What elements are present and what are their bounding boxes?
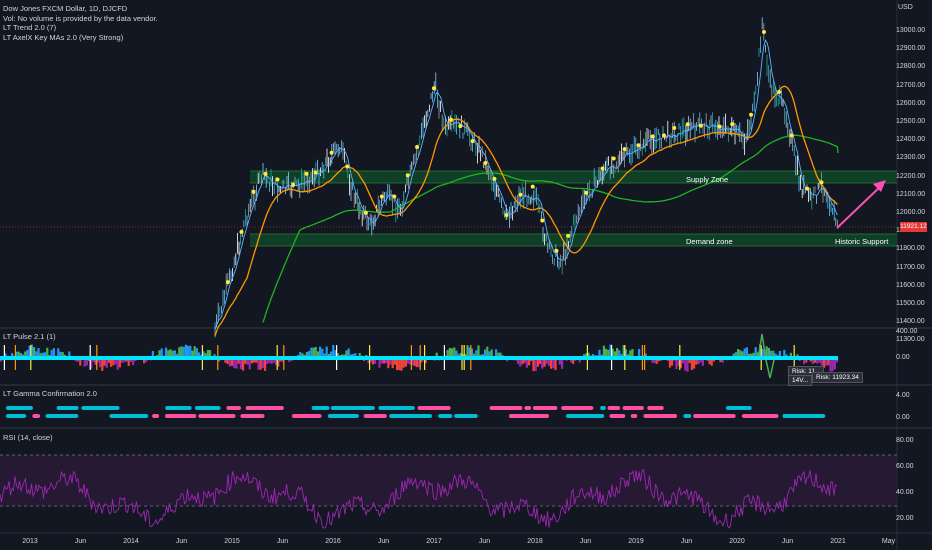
risk-tooltip: Risk: 11923.34 [812, 372, 863, 383]
price-tick-label: 11400.00 [896, 318, 925, 326]
rsi-tick-60: 60.00 [896, 463, 914, 470]
time-tick-label: 2018 [527, 538, 543, 545]
time-tick-label: 2021 [830, 538, 846, 545]
time-tick-label: 2016 [325, 538, 341, 545]
price-tick-label: 11700.00 [896, 263, 925, 271]
time-tick-label: 2017 [426, 538, 442, 545]
time-tick-label: Jun [74, 538, 87, 545]
time-tick-label: Jun [175, 538, 188, 545]
main-legend: Dow Jones FXCM Dollar, 1D, DJCFD Vol: No… [3, 4, 158, 42]
time-tick-label: 2014 [123, 538, 139, 545]
price-tick-label: 12200.00 [896, 172, 926, 180]
price-tick-label: 11500.00 [896, 300, 925, 307]
short-moving-average-line[interactable] [214, 39, 838, 331]
currency-label[interactable]: USD [898, 4, 913, 11]
time-tick-label: Jun [478, 538, 491, 545]
price-tick-label: 12500.00 [896, 118, 926, 125]
supply-zone-label: Supply Zone [686, 175, 729, 184]
time-tick-label: 2013 [22, 538, 38, 545]
gamma-tick-4: 4.00 [896, 392, 910, 399]
fast-moving-average-line[interactable] [214, 85, 838, 337]
price-tick-label: 11600.00 [896, 281, 925, 289]
last-price-tag: 11921.12 [900, 222, 927, 232]
price-tick-label: 11300.00 [896, 336, 925, 344]
indicator-trend-label[interactable]: LT Trend 2.0 (7) [3, 23, 57, 32]
risk-tooltip: 14V... [788, 375, 813, 386]
time-tick-label: May [881, 538, 896, 545]
demand-zone-rect [250, 234, 897, 246]
rsi-tick-40: 40.00 [896, 489, 914, 496]
price-tick-label: 11800.00 [896, 245, 925, 253]
price-tick-label: 12600.00 [896, 99, 926, 107]
time-tick-label: Jun [680, 538, 693, 545]
rsi-tick-80: 80.00 [896, 437, 914, 444]
gamma-title[interactable]: LT Gamma Confirmation 2.0 [3, 389, 97, 398]
time-tick-label: Jun [377, 538, 390, 545]
rsi-line[interactable] [0, 468, 838, 529]
rsi-legend[interactable]: RSI (14, close) [3, 433, 53, 443]
time-tick-label: Jun [781, 538, 794, 545]
symbol-title[interactable]: Dow Jones FXCM Dollar, 1D, DJCFD [3, 4, 128, 13]
rsi-title[interactable]: RSI (14, close) [3, 433, 53, 442]
time-tick-label: Jun [579, 538, 592, 545]
rsi-tick-20: 20.00 [896, 515, 914, 522]
indicator-mas-label[interactable]: LT AxelX Key MAs 2.0 (Very Strong) [3, 32, 124, 42]
pulse-legend[interactable]: LT Pulse 2.1 (1) [3, 332, 56, 342]
price-tick-label: 12800.00 [896, 63, 926, 71]
price-tick-label: 12100.00 [896, 190, 926, 198]
trend-signal-dots [226, 29, 824, 285]
slow-moving-average-line[interactable] [262, 134, 839, 323]
time-tick-label: 2020 [729, 538, 745, 545]
demand-zone-label: Demand zone [686, 237, 733, 246]
pulse-tick-400: 400.00 [896, 328, 918, 335]
price-tick-label: 12000.00 [896, 209, 926, 216]
projection-arrow [836, 180, 886, 229]
historic-support-label: Historic Support [835, 237, 889, 246]
supply-zone-rect [250, 171, 897, 183]
gamma-confirmation-bars[interactable] [6, 406, 826, 418]
time-tick-label: Jun [276, 538, 289, 545]
price-tick-label: 12900.00 [896, 45, 926, 53]
volume-note: Vol: No volume is provided by the data v… [3, 13, 158, 23]
price-tick-label: 13000.00 [896, 27, 926, 34]
gamma-legend[interactable]: LT Gamma Confirmation 2.0 [3, 389, 97, 399]
pulse-tick-0: 0.00 [896, 354, 910, 361]
gamma-tick-0: 0.00 [896, 414, 910, 421]
pulse-title[interactable]: LT Pulse 2.1 (1) [3, 332, 56, 341]
price-tick-label: 12400.00 [896, 136, 926, 144]
price-tick-label: 12300.00 [896, 154, 926, 162]
price-tick-label: 12700.00 [896, 81, 926, 89]
time-tick-label: 2015 [224, 538, 240, 545]
rsi-band-background [0, 455, 897, 506]
time-tick-label: 2019 [628, 538, 644, 545]
